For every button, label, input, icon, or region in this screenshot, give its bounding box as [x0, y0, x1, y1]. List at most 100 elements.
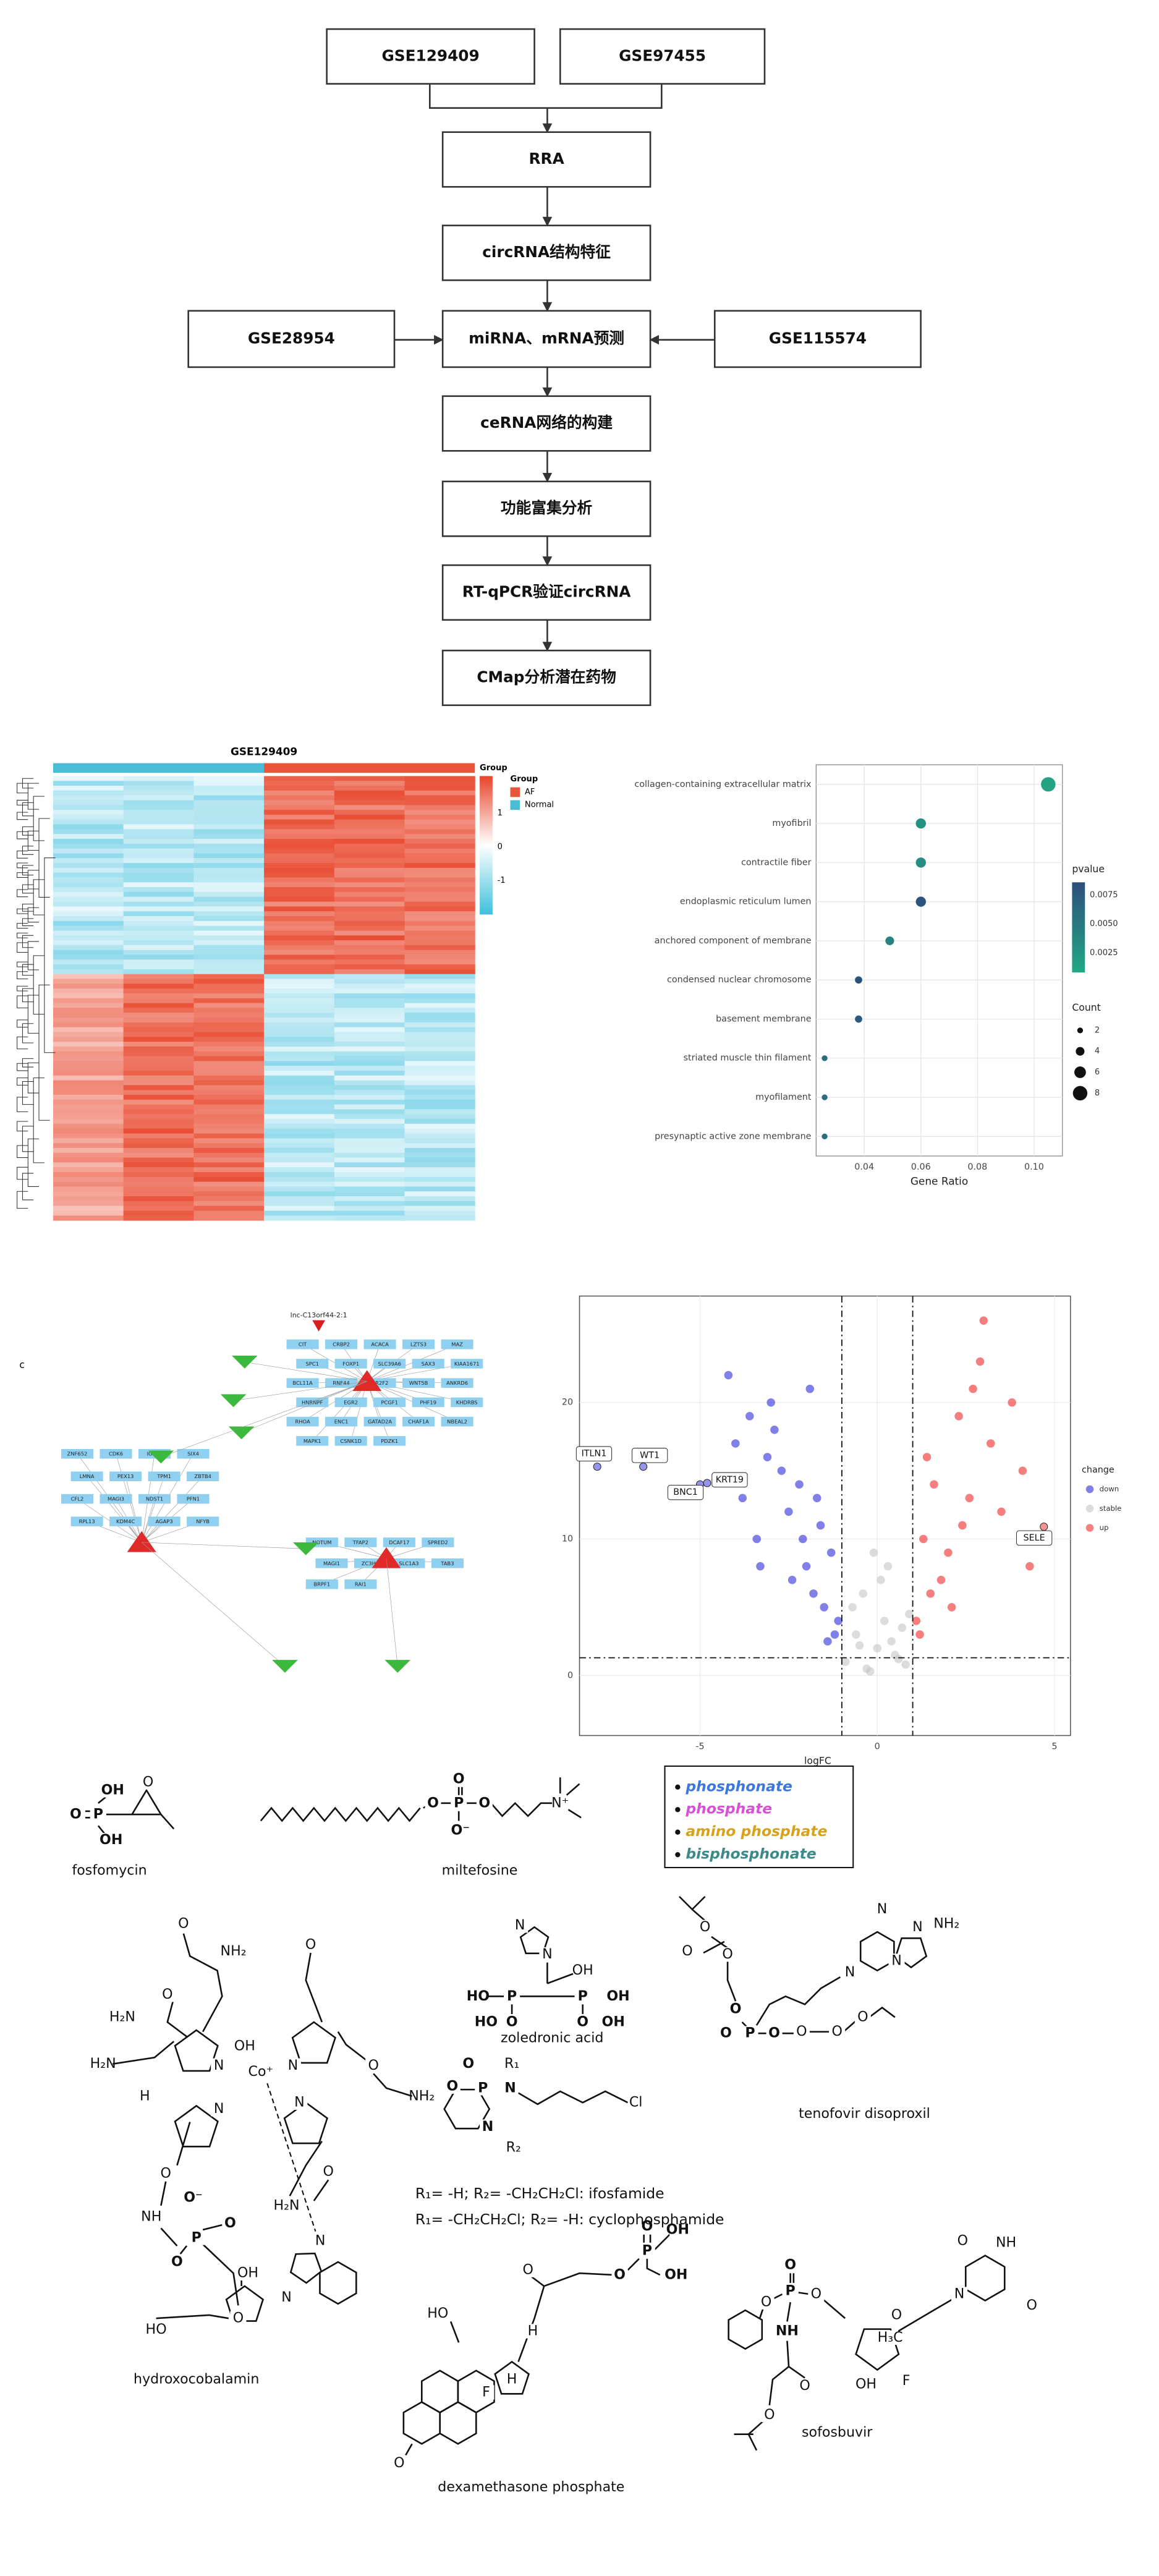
heatmap-cell	[334, 1128, 405, 1134]
heatmap-cell	[404, 776, 475, 781]
atom-label: OH	[855, 2376, 877, 2392]
atom-label: F	[482, 2384, 490, 2400]
atom-bg	[574, 1989, 591, 2004]
atom-label: N	[288, 2057, 299, 2073]
point	[752, 1534, 762, 1544]
heatmap-cell	[334, 988, 405, 994]
bond	[113, 2041, 175, 2065]
lnc-label: lnc-C13orf44-2:1	[291, 1311, 347, 1319]
atom-bg	[365, 2058, 382, 2073]
gene-node	[296, 1397, 329, 1408]
bond	[202, 2243, 239, 2306]
label-box	[667, 1484, 704, 1500]
dot	[821, 1133, 828, 1140]
heatmap-cell	[193, 1075, 265, 1081]
x-tick-label: 0.10	[1024, 1162, 1044, 1172]
heatmap-cell	[334, 1157, 405, 1163]
heatmap-cell	[123, 877, 194, 883]
atom-label: O	[224, 2215, 236, 2231]
gene-node	[412, 1397, 444, 1408]
heatmap-cell	[404, 1196, 475, 1202]
gene-node	[305, 1579, 338, 1589]
atom-bg	[414, 2089, 430, 2104]
point	[930, 1480, 938, 1489]
heatmap-cell	[404, 911, 475, 917]
heatmap-cell	[193, 781, 265, 786]
heatmap-cell	[193, 1114, 265, 1120]
flow-box	[559, 28, 766, 85]
bond	[97, 1825, 106, 1835]
heatmap-cell	[404, 1201, 475, 1207]
gene-node	[431, 1558, 464, 1568]
point	[756, 1562, 765, 1571]
heatmap-cell	[264, 810, 335, 815]
gene-label: EGR2	[344, 1399, 358, 1405]
atom-label: O	[577, 2013, 588, 2030]
heatmap-cell	[123, 810, 194, 815]
heatmap-cell	[404, 1109, 475, 1115]
scale-tick-label: 0	[498, 843, 503, 852]
gene-node	[451, 1397, 483, 1408]
bond	[859, 1931, 895, 1972]
atom-label: N	[214, 2101, 224, 2117]
atom-label: O	[522, 2262, 533, 2278]
color-bar	[1072, 882, 1085, 973]
heatmap-cell	[404, 1070, 475, 1076]
gene-label: LMNA	[80, 1473, 95, 1479]
heatmap-cell	[123, 1066, 194, 1071]
atom-bg	[169, 2255, 185, 2269]
bond	[174, 2029, 219, 2072]
group-bar	[264, 763, 475, 773]
bond	[758, 2308, 764, 2319]
point	[947, 1603, 956, 1612]
atom-label: P	[93, 1806, 103, 1822]
gene-label: SIX4	[187, 1451, 199, 1457]
heatmap-cell	[123, 916, 194, 922]
heatmap-cell	[264, 829, 335, 835]
heatmap-cell	[404, 1037, 475, 1042]
heatmap-cell	[193, 993, 265, 999]
gene-node	[296, 1359, 329, 1369]
heatmap-cell	[123, 988, 194, 994]
point	[873, 1644, 881, 1652]
heatmap-cell	[264, 906, 335, 912]
atom-bg	[611, 2268, 628, 2282]
heatmap-cell	[123, 1080, 194, 1086]
heatmap-cell	[334, 805, 405, 810]
gene-label: KIAA1671	[454, 1361, 480, 1367]
atom-bg	[236, 2039, 253, 2054]
heatmap-cell	[53, 790, 124, 796]
heatmap-cell	[123, 1070, 194, 1076]
bond	[291, 2021, 336, 2064]
point	[880, 1617, 889, 1625]
heatmap-cell	[123, 800, 194, 806]
bond	[898, 2298, 954, 2332]
heatmap-cell	[123, 786, 194, 791]
gene-node	[441, 1339, 473, 1350]
heatmap-cell	[123, 872, 194, 878]
heatmap-cell	[123, 838, 194, 844]
heatmap-cell	[264, 950, 335, 955]
legend-label: up	[1100, 1523, 1109, 1532]
heatmap-cell	[334, 945, 405, 951]
gene-label: BCL11A	[292, 1380, 313, 1386]
bond	[174, 2104, 219, 2148]
atom-label: N	[912, 1919, 923, 1935]
heatmap-cell	[404, 896, 475, 903]
heatmap-cell	[334, 1119, 405, 1124]
labeled-point	[593, 1462, 601, 1471]
flow-label: GSE28954	[248, 329, 335, 347]
heatmap-cell	[53, 979, 124, 984]
atom-label: P	[507, 1988, 517, 2004]
edge	[125, 1476, 142, 1543]
heatmap-cell	[53, 1205, 124, 1212]
heatmap-cell	[123, 1027, 194, 1032]
heatmap-cell	[264, 1176, 335, 1183]
edge	[244, 1361, 367, 1382]
bond	[166, 1997, 187, 2038]
flow-label: 功能富集分析	[501, 499, 593, 517]
size-tick-label: 4	[1095, 1047, 1100, 1056]
heatmap-cell	[123, 891, 194, 898]
atom-label: OH	[602, 2013, 625, 2030]
size-key	[1074, 1066, 1086, 1078]
